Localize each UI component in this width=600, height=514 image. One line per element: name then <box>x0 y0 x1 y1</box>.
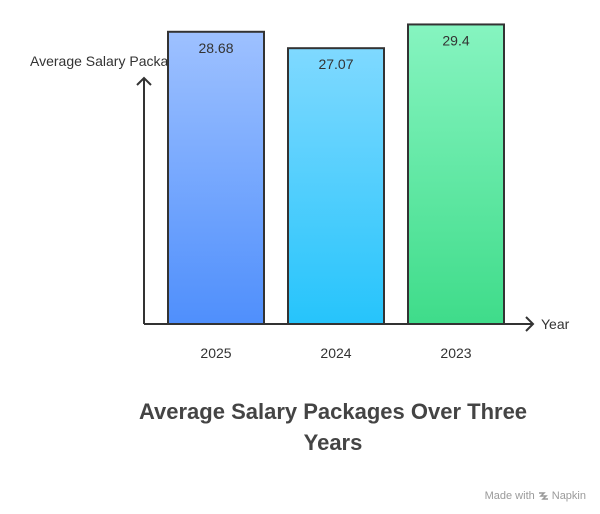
x-tick-label-2024: 2024 <box>320 345 351 361</box>
y-axis-arrow-icon <box>136 76 152 86</box>
napkin-logo-icon <box>538 491 548 500</box>
x-axis-arrow-icon <box>525 316 535 332</box>
chart-title: Average Salary Packages Over Three Years <box>138 399 528 455</box>
bar-chart: Average Salary Package (INR LPA) Year 28… <box>30 23 570 361</box>
made-with-text: Made with <box>484 490 535 502</box>
x-tick-label-2023: 2023 <box>440 345 471 361</box>
bar-2023 <box>407 23 505 326</box>
bar-2025 <box>167 30 265 326</box>
y-axis <box>136 76 152 324</box>
x-axis-label: Year <box>541 316 570 332</box>
footer-attribution: Made with Napkin <box>485 490 586 502</box>
data-label-2024: 27.07 <box>318 56 353 72</box>
x-tick-label-2025: 2025 <box>200 345 231 361</box>
bar-2024 <box>287 47 385 326</box>
napkin-brand-text: Napkin <box>551 490 586 502</box>
data-label-2023: 29.4 <box>442 32 469 48</box>
x-axis <box>144 316 535 332</box>
data-label-2025: 28.68 <box>198 40 233 56</box>
